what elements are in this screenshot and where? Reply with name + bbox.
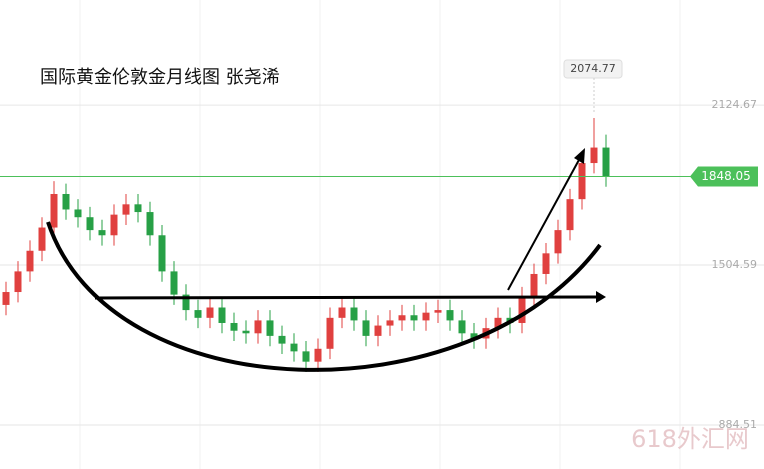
candle-body xyxy=(62,193,70,210)
candle-body xyxy=(206,307,214,318)
candle-body xyxy=(446,310,454,321)
candle-body xyxy=(278,335,286,344)
candle-body xyxy=(542,253,550,274)
candle-body xyxy=(26,250,34,272)
candle-body xyxy=(566,199,574,231)
candle-body xyxy=(374,325,382,336)
candle-body xyxy=(2,292,10,305)
neckline-arrow xyxy=(94,295,599,300)
candle-body xyxy=(302,351,310,362)
candle-body xyxy=(194,310,202,318)
candle-body xyxy=(530,273,538,298)
candle-body xyxy=(326,317,334,349)
candle-body xyxy=(578,163,586,200)
candle-body xyxy=(74,209,82,218)
arrow-head xyxy=(574,148,585,164)
breakout-arrow xyxy=(507,157,581,291)
candle-body xyxy=(386,320,394,326)
candle-body xyxy=(494,317,502,329)
arrow-head xyxy=(596,291,606,303)
cup-arc xyxy=(46,221,602,372)
price-label: 1848.05 xyxy=(701,169,751,183)
candle-body xyxy=(422,312,430,321)
candle-body xyxy=(146,212,154,236)
candle-body xyxy=(182,294,190,311)
candle-body xyxy=(134,204,142,213)
candle-body xyxy=(122,204,130,215)
watermark: 618外汇网 xyxy=(631,425,749,453)
candle-body xyxy=(110,214,118,236)
candle-body xyxy=(14,271,22,293)
candle-body xyxy=(158,235,166,272)
candle-body xyxy=(518,297,526,323)
candle-body xyxy=(434,310,442,313)
candle-body xyxy=(410,315,418,321)
y-tick-label: 2124.67 xyxy=(712,98,758,111)
candle-body xyxy=(350,307,358,321)
candle-body xyxy=(458,320,466,334)
candle-body xyxy=(554,230,562,254)
candle-body xyxy=(98,230,106,236)
candle-body xyxy=(338,307,346,318)
candle-body xyxy=(50,193,58,228)
candle-body xyxy=(86,217,94,231)
price-tag xyxy=(690,166,758,187)
candle-body xyxy=(266,320,274,336)
candle-body xyxy=(470,333,478,339)
candle-body xyxy=(602,147,610,177)
candle-body xyxy=(398,315,406,321)
peak-label: 2074.77 xyxy=(570,62,616,75)
candle-body xyxy=(242,330,250,334)
candle-body xyxy=(254,320,262,334)
candle-body xyxy=(314,348,322,362)
candle-body xyxy=(362,320,370,336)
candle-body xyxy=(230,322,238,331)
chart-title: 国际黄金伦敦金月线图 张尧浠 xyxy=(40,67,280,88)
y-tick-label: 1504.59 xyxy=(712,258,758,271)
candle-body xyxy=(218,307,226,323)
peak-tag xyxy=(563,59,623,79)
candle-body xyxy=(170,271,178,295)
y-tick-label: 884.51 xyxy=(719,418,758,431)
candle-body xyxy=(38,227,46,251)
candle-body xyxy=(290,343,298,352)
candle-body xyxy=(590,147,598,164)
